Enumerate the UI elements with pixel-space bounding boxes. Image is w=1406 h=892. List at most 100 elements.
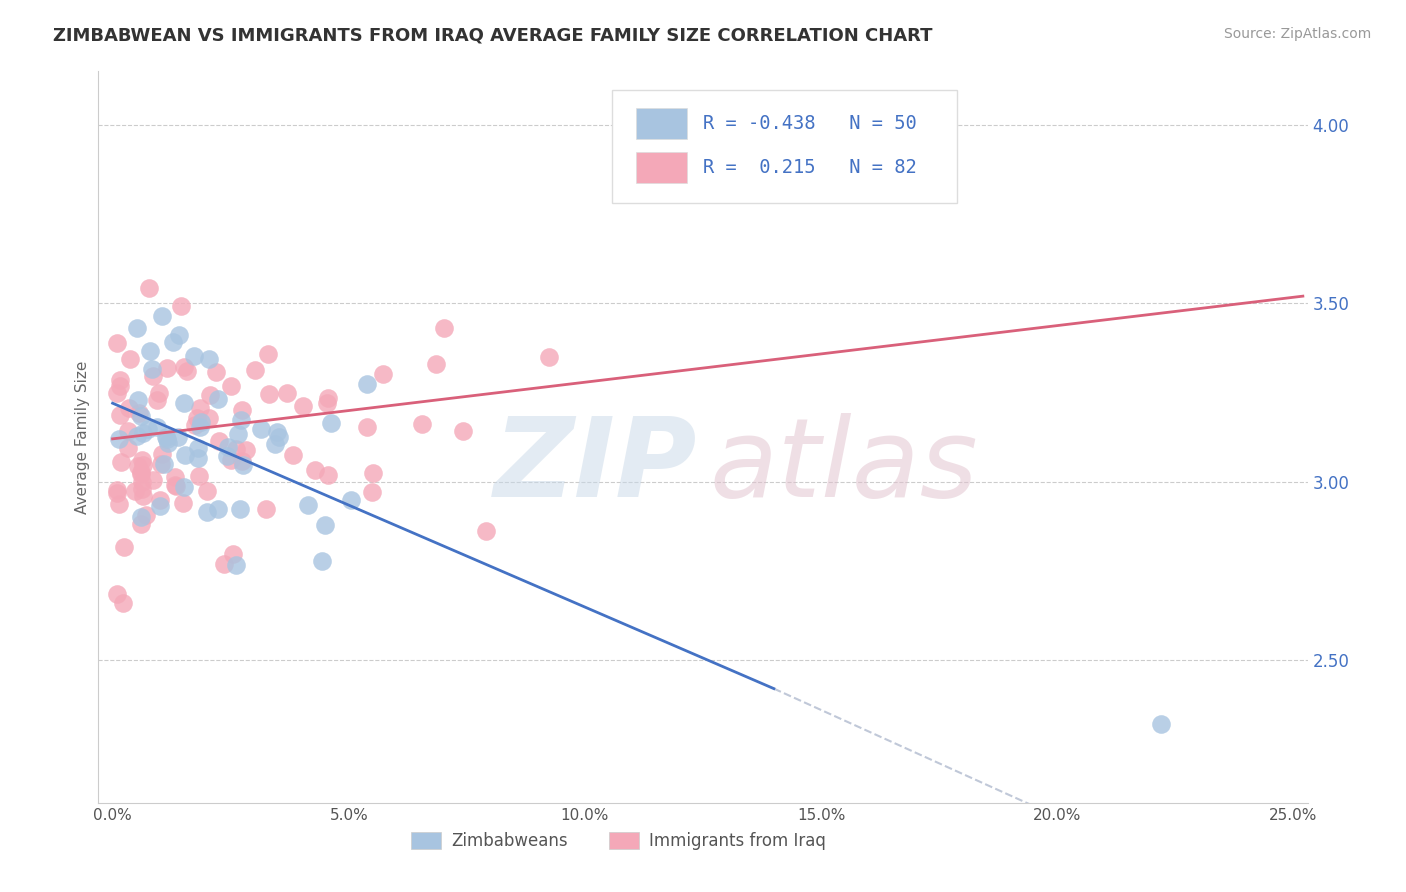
Point bbox=[225, 558, 247, 573]
Point bbox=[319, 417, 342, 431]
Point bbox=[340, 492, 363, 507]
Point bbox=[155, 430, 177, 444]
Point bbox=[146, 393, 169, 408]
Point bbox=[186, 410, 208, 425]
Point bbox=[267, 430, 290, 444]
Point bbox=[131, 475, 153, 490]
Point bbox=[127, 392, 149, 407]
Point bbox=[291, 399, 314, 413]
Point bbox=[222, 547, 245, 561]
Point bbox=[124, 483, 146, 498]
Point bbox=[314, 518, 336, 533]
Point bbox=[105, 486, 128, 500]
Point bbox=[129, 465, 152, 479]
Point bbox=[183, 349, 205, 363]
Point bbox=[356, 420, 378, 434]
Point bbox=[150, 457, 173, 471]
Point bbox=[172, 496, 194, 510]
Point bbox=[156, 432, 179, 446]
Point bbox=[136, 422, 159, 436]
Point bbox=[142, 368, 165, 383]
Point bbox=[411, 417, 433, 432]
Point bbox=[165, 479, 187, 493]
Point bbox=[225, 442, 247, 456]
FancyBboxPatch shape bbox=[637, 152, 688, 183]
Point bbox=[157, 436, 180, 450]
Point bbox=[231, 403, 253, 417]
Point bbox=[117, 441, 139, 455]
Point bbox=[150, 447, 173, 461]
Point bbox=[129, 516, 152, 531]
Point bbox=[219, 378, 242, 392]
Point bbox=[131, 482, 153, 496]
Point bbox=[195, 483, 218, 498]
Point bbox=[108, 409, 131, 423]
Point bbox=[132, 426, 155, 441]
Point bbox=[235, 442, 257, 457]
Point bbox=[263, 437, 285, 451]
Point bbox=[226, 426, 249, 441]
Point bbox=[283, 448, 305, 462]
Point bbox=[108, 379, 131, 393]
Point bbox=[112, 596, 135, 610]
Point bbox=[190, 415, 212, 429]
Point bbox=[232, 458, 254, 472]
Point bbox=[266, 425, 288, 439]
Point bbox=[105, 587, 128, 601]
Point bbox=[132, 489, 155, 503]
Point bbox=[208, 434, 231, 448]
Point bbox=[162, 334, 184, 349]
Point bbox=[475, 524, 498, 539]
Point bbox=[254, 502, 277, 516]
Point bbox=[105, 483, 128, 497]
Point bbox=[184, 417, 207, 432]
Point bbox=[149, 499, 172, 513]
Point bbox=[169, 299, 191, 313]
Point bbox=[142, 474, 165, 488]
Point bbox=[135, 508, 157, 522]
Point bbox=[356, 377, 378, 392]
Point bbox=[187, 468, 209, 483]
Point bbox=[205, 365, 228, 379]
Point bbox=[195, 505, 218, 519]
Point bbox=[318, 467, 340, 482]
Point bbox=[187, 441, 209, 455]
Point bbox=[166, 430, 188, 444]
Point bbox=[361, 466, 384, 480]
FancyBboxPatch shape bbox=[613, 90, 957, 203]
Point bbox=[118, 352, 141, 367]
Point bbox=[108, 497, 131, 511]
Point bbox=[433, 321, 456, 335]
Text: R =  0.215   N = 82: R = 0.215 N = 82 bbox=[703, 158, 917, 177]
Point bbox=[165, 478, 187, 492]
Point bbox=[537, 351, 560, 365]
Point bbox=[315, 396, 337, 410]
Point bbox=[250, 422, 273, 436]
Point bbox=[176, 364, 198, 378]
Point bbox=[198, 411, 221, 425]
Point bbox=[451, 424, 474, 438]
Point bbox=[219, 453, 242, 467]
Point bbox=[173, 479, 195, 493]
Point bbox=[110, 455, 132, 469]
Point bbox=[153, 457, 176, 471]
Point bbox=[173, 395, 195, 409]
Point bbox=[297, 498, 319, 512]
Point bbox=[186, 450, 208, 465]
Point bbox=[256, 347, 278, 361]
Point bbox=[107, 433, 129, 447]
Point bbox=[173, 448, 195, 462]
Point bbox=[145, 419, 167, 434]
Point bbox=[131, 510, 153, 524]
Point bbox=[207, 501, 229, 516]
Point bbox=[257, 387, 280, 401]
Point bbox=[245, 363, 267, 377]
Point bbox=[198, 352, 221, 367]
FancyBboxPatch shape bbox=[637, 108, 688, 138]
Point bbox=[229, 413, 252, 427]
Point bbox=[129, 409, 152, 423]
Point bbox=[188, 420, 211, 434]
Point bbox=[373, 368, 395, 382]
Point bbox=[311, 554, 333, 568]
Point bbox=[127, 459, 149, 474]
